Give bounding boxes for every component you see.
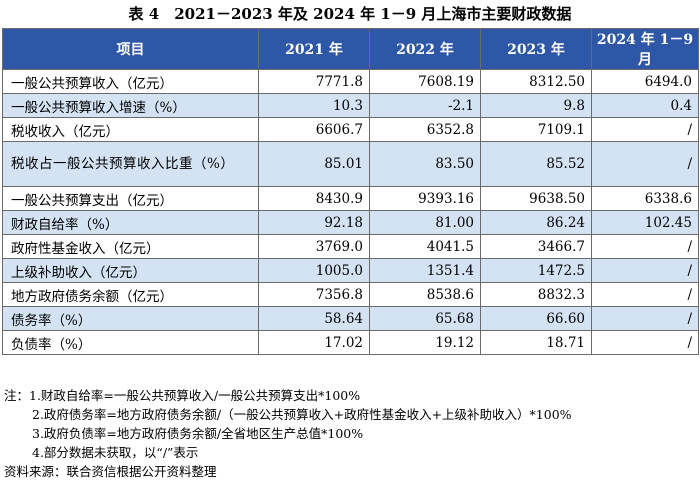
cell-value: 9.8 bbox=[480, 93, 592, 118]
cell-value: 0.4 bbox=[591, 93, 699, 118]
cell-value: 7356.8 bbox=[258, 282, 370, 307]
cell-value: 9638.50 bbox=[480, 186, 592, 211]
cell-value: / bbox=[591, 141, 699, 187]
cell-value: 8832.3 bbox=[480, 282, 592, 307]
cell-value: / bbox=[591, 282, 699, 307]
cell-value: 19.12 bbox=[369, 330, 481, 355]
row-label: 税收占一般公共预算收入比重（%） bbox=[2, 141, 259, 187]
cell-value: 83.50 bbox=[369, 141, 481, 187]
table-caption: 表 4 2021－2023 年及 2024 年 1－9 月上海市主要财政数据 bbox=[128, 5, 572, 23]
note-line: 2.政府债务率=地方政府债务余额/（一般公共预算收入+政府性基金收入+上级补助收… bbox=[32, 407, 572, 422]
row-label: 负债率（%） bbox=[2, 330, 259, 355]
row-label: 一般公共预算收入增速（%） bbox=[2, 93, 259, 118]
fiscal-data-table: 项目 2021 年 2022 年 2023 年 2024 年 1－9 月 一般公… bbox=[2, 28, 699, 355]
cell-value: 7109.1 bbox=[480, 117, 592, 142]
cell-value: 8312.50 bbox=[480, 69, 592, 94]
cell-value: 18.71 bbox=[480, 330, 592, 355]
cell-value: 1472.5 bbox=[480, 258, 592, 283]
header-2023: 2023 年 bbox=[480, 28, 592, 70]
table-row: 政府性基金收入（亿元） 3769.0 4041.5 3466.7 / bbox=[2, 234, 699, 259]
cell-value: 65.68 bbox=[369, 306, 481, 331]
header-item: 项目 bbox=[2, 28, 259, 70]
cell-value: / bbox=[591, 258, 699, 283]
cell-value: / bbox=[591, 306, 699, 331]
cell-value: 8430.9 bbox=[258, 186, 370, 211]
cell-value: 85.52 bbox=[480, 141, 592, 187]
cell-value: 86.24 bbox=[480, 210, 592, 235]
cell-value: 92.18 bbox=[258, 210, 370, 235]
cell-value: 8538.6 bbox=[369, 282, 481, 307]
cell-value: 6606.7 bbox=[258, 117, 370, 142]
cell-value: 4041.5 bbox=[369, 234, 481, 259]
cell-value: -2.1 bbox=[369, 93, 481, 118]
row-label: 一般公共预算收入（亿元） bbox=[2, 69, 259, 94]
cell-value: 1005.0 bbox=[258, 258, 370, 283]
cell-value: 7771.8 bbox=[258, 69, 370, 94]
cell-value: 7608.19 bbox=[369, 69, 481, 94]
table-row: 税收占一般公共预算收入比重（%） 85.01 83.50 85.52 / bbox=[2, 141, 699, 187]
table-row: 地方政府债务余额（亿元） 7356.8 8538.6 8832.3 / bbox=[2, 282, 699, 307]
table-row: 负债率（%） 17.02 19.12 18.71 / bbox=[2, 330, 699, 355]
cell-value: 66.60 bbox=[480, 306, 592, 331]
cell-value: 6352.8 bbox=[369, 117, 481, 142]
row-label: 政府性基金收入（亿元） bbox=[2, 234, 259, 259]
header-2021: 2021 年 bbox=[258, 28, 370, 70]
cell-value: 10.3 bbox=[258, 93, 370, 118]
row-label: 一般公共预算支出（亿元） bbox=[2, 186, 259, 211]
cell-value: 102.45 bbox=[591, 210, 699, 235]
table-row: 财政自给率（%） 92.18 81.00 86.24 102.45 bbox=[2, 210, 699, 235]
header-2024q3: 2024 年 1－9 月 bbox=[591, 28, 699, 70]
cell-value: 58.64 bbox=[258, 306, 370, 331]
table-row: 一般公共预算收入增速（%） 10.3 -2.1 9.8 0.4 bbox=[2, 93, 699, 118]
cell-value: 81.00 bbox=[369, 210, 481, 235]
table-row: 税收收入（亿元） 6606.7 6352.8 7109.1 / bbox=[2, 117, 699, 142]
table-row: 一般公共预算收入（亿元） 7771.8 7608.19 8312.50 6494… bbox=[2, 69, 699, 94]
table-row: 上级补助收入（亿元） 1005.0 1351.4 1472.5 / bbox=[2, 258, 699, 283]
cell-value: 17.02 bbox=[258, 330, 370, 355]
cell-value: 6338.6 bbox=[591, 186, 699, 211]
note-line: 注：1.财政自给率=一般公共预算收入/一般公共预算支出*100% bbox=[4, 388, 361, 403]
cell-value: 3769.0 bbox=[258, 234, 370, 259]
cell-value: / bbox=[591, 234, 699, 259]
cell-value: 3466.7 bbox=[480, 234, 592, 259]
cell-value: 6494.0 bbox=[591, 69, 699, 94]
cell-value: 9393.16 bbox=[369, 186, 481, 211]
header-row: 项目 2021 年 2022 年 2023 年 2024 年 1－9 月 bbox=[2, 28, 699, 70]
header-2022: 2022 年 bbox=[369, 28, 481, 70]
note-line: 4.部分数据未获取，以“/”表示 bbox=[32, 445, 199, 460]
note-line: 3.政府负债率=地方政府债务余额/全省地区生产总值*100% bbox=[32, 426, 364, 441]
table-row: 债务率（%） 58.64 65.68 66.60 / bbox=[2, 306, 699, 331]
cell-value: / bbox=[591, 117, 699, 142]
table-notes: 注：1.财政自给率=一般公共预算收入/一般公共预算支出*100% 2.政府债务率… bbox=[4, 386, 698, 481]
data-source: 资料来源：联合资信根据公开资料整理 bbox=[4, 464, 217, 479]
row-label: 地方政府债务余额（亿元） bbox=[2, 282, 259, 307]
cell-value: / bbox=[591, 330, 699, 355]
row-label: 税收收入（亿元） bbox=[2, 117, 259, 142]
table-row: 一般公共预算支出（亿元） 8430.9 9393.16 9638.50 6338… bbox=[2, 186, 699, 211]
row-label: 财政自给率（%） bbox=[2, 210, 259, 235]
row-label: 债务率（%） bbox=[2, 306, 259, 331]
cell-value: 85.01 bbox=[258, 141, 370, 187]
row-label: 上级补助收入（亿元） bbox=[2, 258, 259, 283]
cell-value: 1351.4 bbox=[369, 258, 481, 283]
